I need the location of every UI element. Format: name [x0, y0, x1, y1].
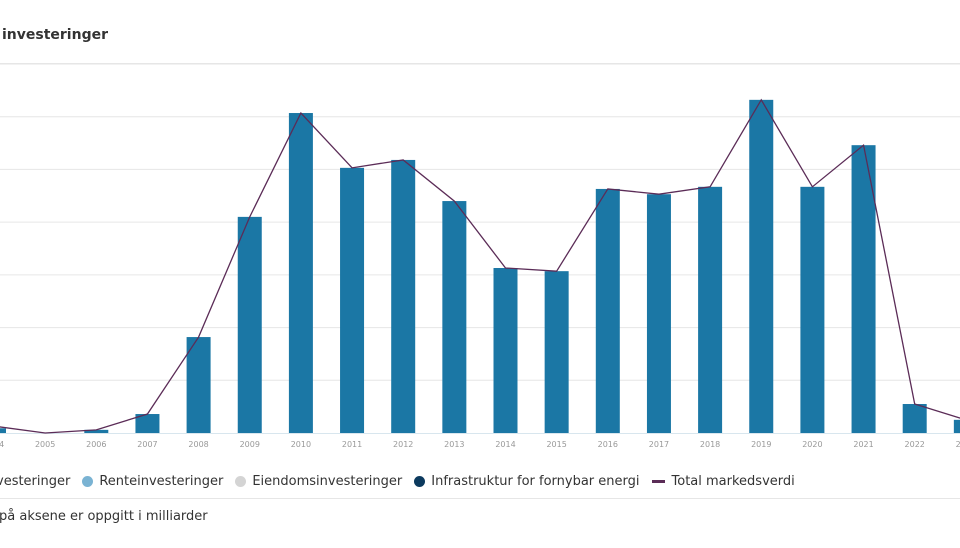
bar-2021: [851, 145, 876, 433]
legend: vesteringer Renteinvesteringer Eiendomsi…: [0, 474, 807, 489]
bar-2006: [84, 429, 109, 433]
x-tick-label: 2010: [291, 440, 311, 449]
legend-dot-icon: [414, 476, 426, 487]
x-tick-label: 2006: [86, 440, 106, 449]
legend-label: Total markedsverdi: [671, 474, 795, 489]
bar-2023: [953, 419, 960, 433]
bar-2007: [135, 414, 160, 433]
legend-label: Renteinvesteringer: [99, 474, 224, 489]
x-tick-label: 2018: [700, 440, 720, 449]
x-tick-label: 2008: [188, 440, 208, 449]
bar-2022: [902, 404, 927, 433]
x-tick-label: 2020: [802, 440, 822, 449]
x-tick-label: 2004: [0, 440, 4, 449]
bar-2018: [698, 186, 723, 433]
x-tick-label: 2009: [240, 440, 260, 449]
bar-2020: [800, 186, 825, 433]
bar-2017: [646, 194, 671, 433]
legend-item-equity[interactable]: vesteringer: [0, 474, 70, 489]
legend-divider: [0, 498, 960, 499]
x-tick-label: 2016: [598, 440, 618, 449]
x-tick-label: 2012: [393, 440, 413, 449]
x-tick-label: 2011: [342, 440, 362, 449]
bar-2014: [493, 268, 518, 433]
bar-2010: [288, 113, 313, 433]
legend-label: vesteringer: [0, 474, 71, 489]
bar-2016: [595, 188, 620, 433]
legend-dot-icon: [82, 476, 94, 487]
bar-2008: [186, 337, 211, 433]
bar-2012: [391, 159, 416, 433]
x-tick-label: 2014: [495, 440, 515, 449]
bar-2015: [544, 271, 569, 433]
legend-item-renewable[interactable]: Infrastruktur for fornybar energi: [414, 474, 640, 489]
x-tick-label: 2007: [137, 440, 157, 449]
legend-dot-icon: [235, 476, 247, 487]
legend-item-real-estate[interactable]: Eiendomsinvesteringer: [235, 474, 402, 489]
bar-2019: [749, 99, 774, 434]
x-tick-label: 2023: [956, 440, 960, 449]
legend-item-fixed-income[interactable]: Renteinvesteringer: [82, 474, 223, 489]
x-tick-label: 2019: [751, 440, 771, 449]
legend-label: Eiendomsinvesteringer: [252, 474, 403, 489]
x-tick-label: 2013: [444, 440, 464, 449]
legend-label: Infrastruktur for fornybar energi: [431, 474, 640, 489]
x-tick-label: 2005: [35, 440, 55, 449]
line-total-markedsverdi: [0, 98, 960, 434]
bar-2011: [340, 167, 365, 433]
x-tick-label: 2021: [853, 440, 873, 449]
bar-2004: [0, 428, 6, 433]
x-tick-label: 2015: [546, 440, 566, 449]
footnote: på aksene er oppgitt i milliarder: [0, 509, 208, 524]
bar-2013: [442, 201, 467, 433]
bar-2009: [237, 216, 262, 433]
legend-line-icon: [651, 480, 665, 483]
x-tick-label: 2017: [649, 440, 669, 449]
legend-item-total[interactable]: Total markedsverdi: [651, 474, 795, 489]
chart-title: investeringer: [2, 27, 108, 43]
x-tick-label: 2022: [905, 440, 925, 449]
